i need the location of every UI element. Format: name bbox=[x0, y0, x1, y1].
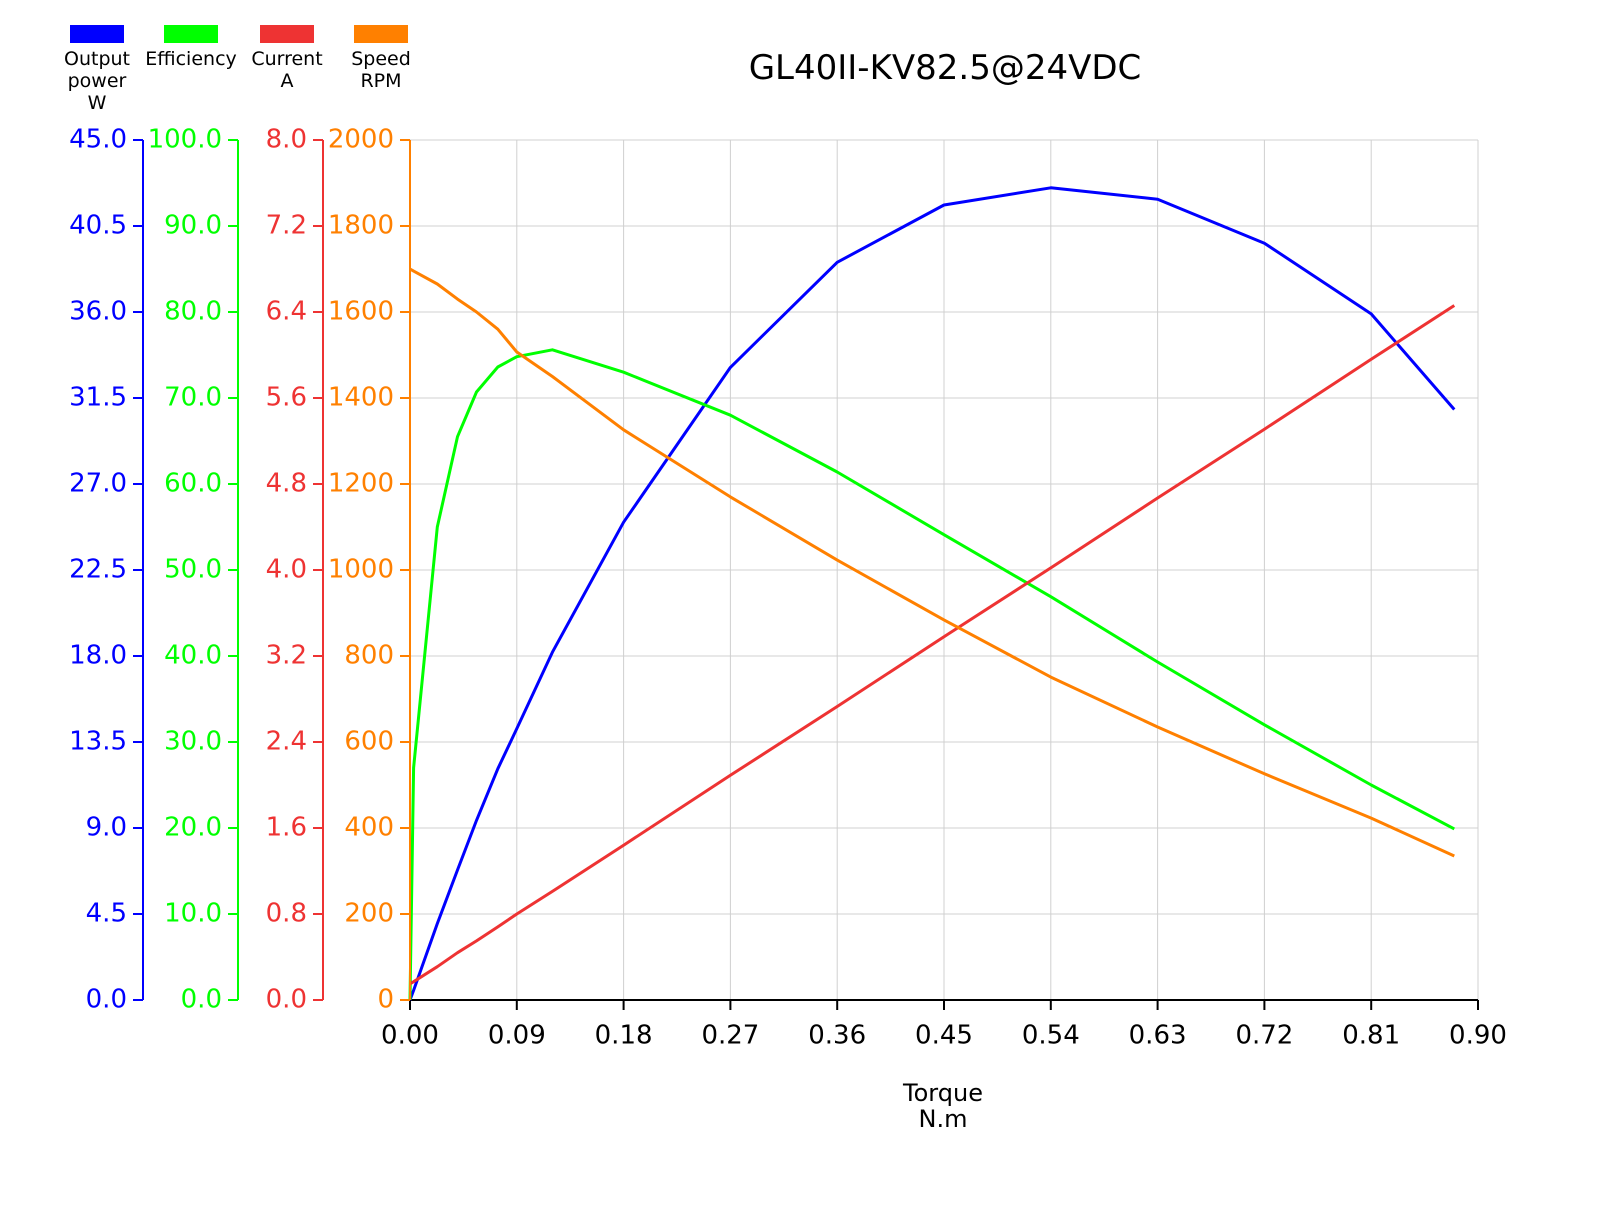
y-tick-label: 200 bbox=[344, 899, 394, 929]
legend-swatch bbox=[354, 25, 408, 43]
y-tick-label: 600 bbox=[344, 727, 394, 757]
y-tick-label: 70.0 bbox=[164, 383, 222, 413]
y-tick-label: 1000 bbox=[328, 555, 394, 585]
x-tick-label: 0.27 bbox=[701, 1021, 759, 1051]
x-tick-label: 0.72 bbox=[1235, 1021, 1293, 1051]
y-tick-label: 13.5 bbox=[69, 727, 127, 757]
y-tick-label: 0 bbox=[377, 985, 394, 1015]
y-tick-label: 9.0 bbox=[86, 813, 127, 843]
y-tick-label: 8.0 bbox=[266, 125, 307, 155]
x-tick-label: 0.09 bbox=[488, 1021, 546, 1051]
legend-swatch bbox=[70, 25, 124, 43]
y-tick-label: 60.0 bbox=[164, 469, 222, 499]
y-tick-label: 1400 bbox=[328, 383, 394, 413]
y-tick-label: 800 bbox=[344, 641, 394, 671]
y-tick-label: 6.4 bbox=[266, 297, 307, 327]
y-tick-label: 40.0 bbox=[164, 641, 222, 671]
x-tick-label: 0.63 bbox=[1129, 1021, 1187, 1051]
y-tick-label: 80.0 bbox=[164, 297, 222, 327]
y-tick-label: 5.6 bbox=[266, 383, 307, 413]
y-tick-label: 20.0 bbox=[164, 813, 222, 843]
y-tick-label: 50.0 bbox=[164, 555, 222, 585]
legend-swatch bbox=[260, 25, 314, 43]
y-tick-label: 40.5 bbox=[69, 211, 127, 241]
y-tick-label: 90.0 bbox=[164, 211, 222, 241]
y-tick-label: 0.0 bbox=[86, 985, 127, 1015]
x-tick-label: 0.00 bbox=[381, 1021, 439, 1051]
y-tick-label: 0.0 bbox=[266, 985, 307, 1015]
legend-label: Current A bbox=[251, 48, 323, 92]
y-tick-label: 31.5 bbox=[69, 383, 127, 413]
y-tick-label: 1600 bbox=[328, 297, 394, 327]
x-tick-label: 0.54 bbox=[1022, 1021, 1080, 1051]
y-tick-label: 30.0 bbox=[164, 727, 222, 757]
y-tick-label: 27.0 bbox=[69, 469, 127, 499]
y-tick-label: 0.8 bbox=[266, 899, 307, 929]
series-line bbox=[409, 267, 1455, 858]
y-tick-label: 0.0 bbox=[181, 985, 222, 1015]
y-tick-label: 45.0 bbox=[69, 125, 127, 155]
y-tick-label: 7.2 bbox=[266, 211, 307, 241]
y-tick-label: 10.0 bbox=[164, 899, 222, 929]
y-tick-label: 1200 bbox=[328, 469, 394, 499]
legend-label: Output power W bbox=[64, 48, 130, 114]
y-tick-label: 2000 bbox=[328, 125, 394, 155]
x-axis-title: Torque N.m bbox=[903, 1079, 983, 1133]
legend-label: Speed RPM bbox=[351, 48, 411, 92]
y-tick-label: 1.6 bbox=[266, 813, 307, 843]
y-tick-label: 100.0 bbox=[148, 125, 222, 155]
y-tick-label: 18.0 bbox=[69, 641, 127, 671]
legend-label: Efficiency bbox=[145, 48, 237, 70]
x-tick-label: 0.45 bbox=[915, 1021, 973, 1051]
y-tick-label: 400 bbox=[344, 813, 394, 843]
series-line bbox=[408, 186, 1456, 1001]
y-tick-label: 1800 bbox=[328, 211, 394, 241]
y-tick-label: 2.4 bbox=[266, 727, 307, 757]
y-tick-label: 36.0 bbox=[69, 297, 127, 327]
x-tick-label: 0.81 bbox=[1342, 1021, 1400, 1051]
series-line bbox=[409, 304, 1456, 986]
legend-swatch bbox=[164, 25, 218, 43]
chart-title: GL40II-KV82.5@24VDC bbox=[748, 48, 1142, 88]
x-tick-label: 0.18 bbox=[595, 1021, 653, 1051]
x-tick-label: 0.90 bbox=[1449, 1021, 1507, 1051]
x-tick-label: 0.36 bbox=[808, 1021, 866, 1051]
series-line bbox=[408, 348, 1456, 1001]
y-tick-label: 22.5 bbox=[69, 555, 127, 585]
y-tick-label: 4.8 bbox=[266, 469, 307, 499]
y-tick-label: 4.0 bbox=[266, 555, 307, 585]
y-tick-label: 3.2 bbox=[266, 641, 307, 671]
y-tick-label: 4.5 bbox=[86, 899, 127, 929]
